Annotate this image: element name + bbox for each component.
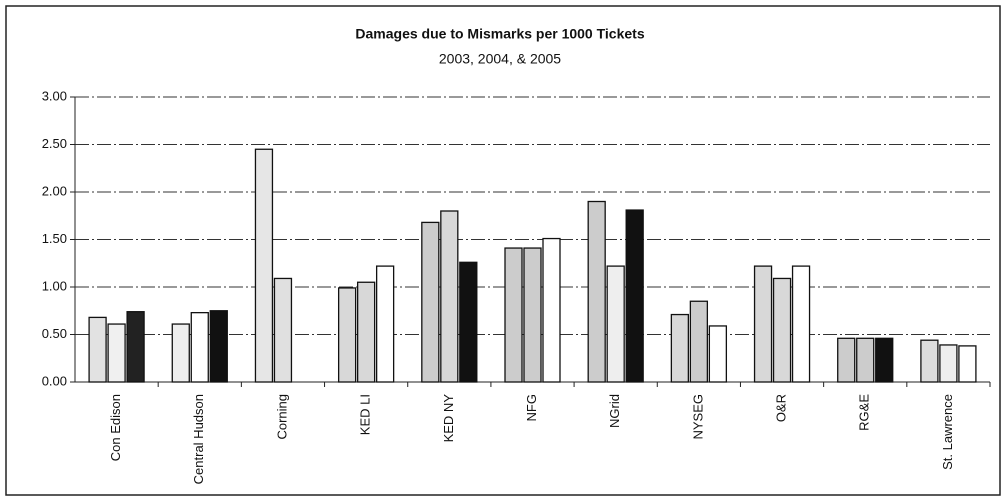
y-tick-label: 2.00	[42, 183, 67, 198]
bar	[523, 247, 542, 383]
x-tick-label: NGrid	[607, 394, 622, 428]
bar	[504, 247, 523, 383]
bar	[670, 313, 690, 383]
bar	[107, 323, 126, 383]
bar	[606, 265, 625, 383]
x-tick-label: O&R	[773, 394, 788, 422]
x-tick-label: RG&E	[857, 394, 872, 431]
bar	[856, 337, 875, 383]
y-tick-label: 1.50	[42, 231, 67, 246]
bar	[837, 337, 856, 383]
bar	[88, 316, 107, 383]
bar	[689, 300, 709, 383]
bar	[920, 339, 939, 383]
bar	[375, 265, 395, 383]
x-tick-label: Con Edison	[108, 394, 123, 461]
bar	[875, 337, 894, 383]
chart-title: Damages due to Mismarks per 1000 Tickets	[355, 26, 644, 42]
bar	[587, 200, 606, 383]
bar	[753, 265, 773, 383]
x-tick-label: KED LI	[358, 394, 373, 435]
bar	[440, 210, 459, 383]
x-tick-label: St. Lawrence	[940, 394, 955, 470]
y-tick-label: 0.00	[42, 373, 67, 388]
bar	[356, 281, 376, 383]
bar	[190, 311, 209, 383]
x-tick-label: KED NY	[441, 394, 456, 443]
bar	[772, 277, 792, 383]
bar	[958, 345, 977, 383]
y-tick-label: 0.50	[42, 326, 67, 341]
chart-frame	[5, 5, 1001, 496]
bar	[337, 287, 357, 383]
bar	[421, 221, 440, 383]
bar	[625, 209, 644, 383]
x-tick-label: Central Hudson	[191, 394, 206, 484]
x-tick-label: NFG	[524, 394, 539, 421]
x-tick-label: NYSEG	[690, 394, 705, 440]
y-tick-label: 1.00	[42, 278, 67, 293]
bar	[939, 344, 958, 383]
bar	[254, 148, 274, 383]
bar	[126, 311, 145, 383]
bar	[459, 261, 478, 383]
bar	[791, 265, 811, 383]
y-tick-label: 2.50	[42, 136, 67, 151]
bar	[273, 277, 293, 383]
bar	[708, 325, 728, 383]
bar	[209, 310, 228, 383]
chart-subtitle: 2003, 2004, & 2005	[439, 51, 561, 67]
y-tick-label: 3.00	[42, 88, 67, 103]
x-tick-label: Corning	[274, 394, 289, 440]
bar	[171, 323, 190, 383]
bar	[542, 237, 561, 383]
